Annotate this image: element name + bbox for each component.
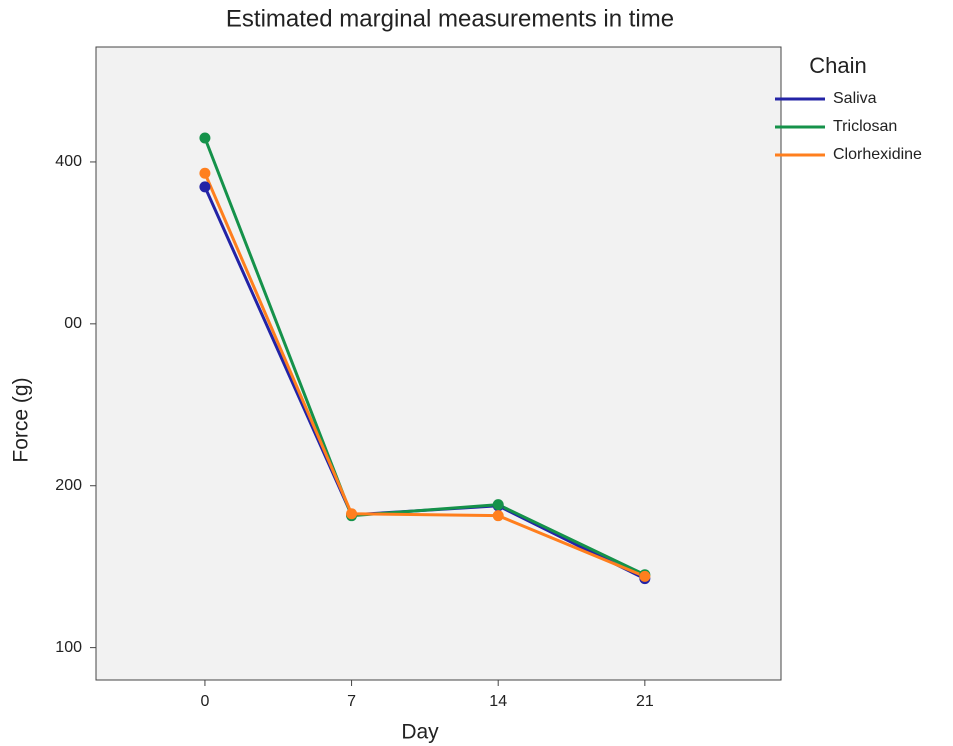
y-tick-label: 200 (55, 477, 82, 494)
legend-label: Saliva (833, 90, 877, 107)
plot-area (95, 46, 782, 681)
series-line (203, 137, 646, 577)
x-axis-label: Day (401, 721, 439, 744)
data-point (492, 499, 504, 511)
data-point (199, 167, 211, 179)
data-point (492, 510, 504, 522)
legend-label: Clorhexidine (833, 146, 922, 163)
x-tick-label: 21 (636, 693, 654, 710)
x-tick-label: 7 (347, 693, 356, 710)
y-tick-label: 400 (55, 153, 82, 170)
data-point (199, 132, 211, 144)
x-tick-label: 0 (200, 693, 209, 710)
y-tick-label: 00 (64, 315, 82, 332)
data-point (346, 508, 358, 520)
y-tick-label: 100 (55, 639, 82, 656)
legend-label: Triclosan (833, 118, 897, 135)
chart-title: Estimated marginal measurements in time (226, 5, 674, 32)
data-point (199, 181, 211, 193)
legend-title: Chain (809, 53, 866, 78)
y-axis-label: Force (g) (10, 377, 33, 462)
data-point (639, 570, 651, 582)
x-tick-label: 14 (489, 693, 507, 710)
series-line (203, 172, 646, 578)
